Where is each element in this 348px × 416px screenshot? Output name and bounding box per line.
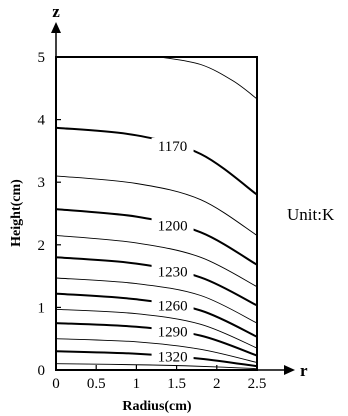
x-tick-label: 2 [213,376,221,392]
contour-line-1275 [55,308,258,349]
contour-label-bg [151,323,194,340]
contour-labels: 1320 1290 1260 1230 1200 1170 [151,137,194,366]
y-tick-label: 0 [38,363,46,379]
x-ticks: 0 0.5 1 1.5 2 2.5 [52,365,266,392]
contour-line-1170 [55,126,258,196]
y-tick-label: 5 [38,50,46,66]
contour-label-1320: 1320 [158,350,188,366]
contour-line-1155 [160,56,258,100]
contour-label-1290: 1290 [158,325,188,341]
plot-frame [55,56,258,371]
z-axis-arrow-label: z [52,2,60,21]
x-tick-label: 1.5 [167,376,186,392]
x-tick-label: 1 [133,376,141,392]
x-tick-label: 0 [52,376,60,392]
r-axis-arrowhead [284,365,295,375]
contour-label-bg [151,263,194,280]
contour-line-1245 [55,277,258,324]
contour-label-1260: 1260 [158,299,188,315]
contour-line-1335 [55,363,258,370]
y-tick-label: 3 [38,175,46,191]
y-axis-title: Height(cm) [9,179,24,247]
y-tick-label: 1 [38,300,46,316]
y-ticks: 0 1 2 3 4 5 [38,50,61,379]
x-tick-label: 0.5 [87,376,106,392]
contour-label-bg [151,348,194,365]
y-tick-label: 4 [38,113,46,129]
z-axis-arrowhead [51,22,61,33]
x-axis-title: Radius(cm) [122,399,192,414]
contour-label-1200: 1200 [158,218,188,234]
r-axis-arrow-label: r [300,361,308,380]
contour-lines [55,56,258,370]
x-tick-label: 2.5 [248,376,267,392]
contour-label-bg [151,297,194,314]
contour-line-1215 [55,234,258,288]
contour-label-bg [151,217,194,234]
contour-label-bg [151,137,194,154]
unit-label: Unit:K [287,205,335,224]
contour-line-1185 [55,175,258,236]
contour-label-1170: 1170 [158,139,187,155]
contour-label-1230: 1230 [158,264,188,280]
contour-line-1305 [55,338,258,363]
y-tick-label: 2 [38,238,46,254]
